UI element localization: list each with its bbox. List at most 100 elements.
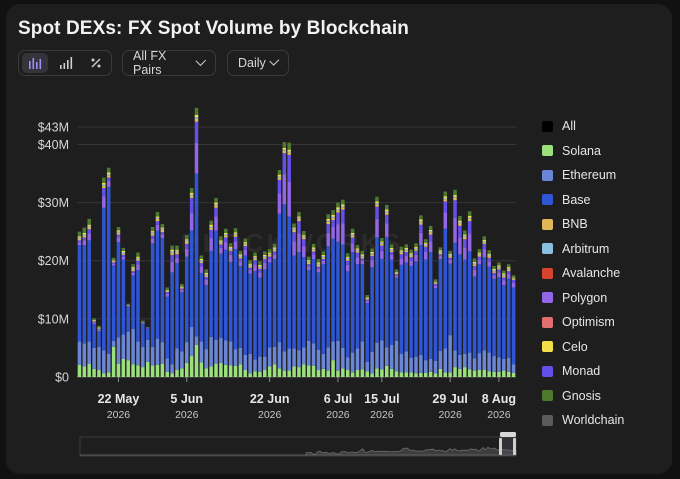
- navigator-handle-top[interactable]: [500, 432, 516, 437]
- stacked-bar-view-button[interactable]: [22, 53, 48, 73]
- bar-day[interactable]: [121, 247, 126, 377]
- bar-day[interactable]: [424, 239, 428, 377]
- legend-item-ethereum[interactable]: Ethereum: [542, 163, 624, 188]
- bar-day[interactable]: [511, 275, 516, 377]
- bar-day[interactable]: [111, 257, 116, 377]
- bar-day[interactable]: [126, 303, 130, 377]
- bar-day[interactable]: [463, 230, 467, 377]
- bar-day[interactable]: [116, 227, 121, 377]
- bar-day[interactable]: [106, 167, 111, 377]
- bar-day[interactable]: [414, 243, 418, 377]
- range-navigator[interactable]: [79, 432, 517, 457]
- legend-item-solana[interactable]: Solana: [542, 139, 624, 164]
- bar-day[interactable]: [341, 199, 345, 377]
- bar-day[interactable]: [238, 250, 243, 377]
- fx-pairs-dropdown[interactable]: All FX Pairs: [122, 49, 216, 77]
- bar-day[interactable]: [267, 249, 272, 377]
- bar-day[interactable]: [199, 255, 204, 377]
- bar-day[interactable]: [502, 270, 506, 377]
- legend-item-bnb[interactable]: BNB: [542, 212, 624, 237]
- bar-day[interactable]: [165, 287, 169, 377]
- navigator-handle-left[interactable]: [499, 438, 502, 455]
- bar-day[interactable]: [448, 250, 452, 377]
- bar-day[interactable]: [331, 210, 335, 377]
- bar-day[interactable]: [102, 177, 106, 377]
- bar-day[interactable]: [170, 245, 174, 377]
- legend-item-polygon[interactable]: Polygon: [542, 286, 624, 311]
- bar-day[interactable]: [404, 244, 409, 377]
- bar-day[interactable]: [224, 228, 228, 377]
- bar-day[interactable]: [453, 189, 457, 377]
- legend-item-optimism[interactable]: Optimism: [542, 310, 624, 335]
- bar-day[interactable]: [458, 215, 462, 377]
- bar-day[interactable]: [467, 211, 472, 377]
- bar-day[interactable]: [87, 218, 91, 377]
- bar-day[interactable]: [433, 279, 438, 377]
- bar-day[interactable]: [443, 191, 448, 377]
- bar-day[interactable]: [145, 327, 150, 377]
- bar-day[interactable]: [311, 243, 316, 377]
- bar-day[interactable]: [365, 295, 369, 377]
- bar-day[interactable]: [228, 243, 233, 377]
- bar-day[interactable]: [497, 262, 501, 377]
- bar-day[interactable]: [131, 264, 135, 377]
- bar-day[interactable]: [150, 227, 155, 377]
- bar-day[interactable]: [492, 265, 496, 377]
- bar-day[interactable]: [419, 215, 423, 377]
- bar-day[interactable]: [258, 261, 262, 377]
- bar-day[interactable]: [92, 318, 96, 377]
- bar-day[interactable]: [287, 142, 291, 377]
- bar-day[interactable]: [175, 245, 179, 377]
- bar-day[interactable]: [321, 251, 326, 377]
- bar-day[interactable]: [209, 220, 213, 377]
- interval-dropdown[interactable]: Daily: [227, 50, 289, 76]
- bar-day[interactable]: [409, 249, 413, 377]
- legend-item-monad[interactable]: Monad: [542, 359, 624, 384]
- bar-day[interactable]: [428, 225, 433, 377]
- bar-day[interactable]: [204, 269, 209, 377]
- bar-day[interactable]: [302, 231, 306, 377]
- bar-day[interactable]: [141, 320, 145, 377]
- legend-item-arbitrum[interactable]: Arbitrum: [542, 237, 624, 262]
- bar-day[interactable]: [184, 235, 189, 377]
- bar-day[interactable]: [355, 245, 360, 377]
- bar-day[interactable]: [253, 252, 257, 377]
- bar-day[interactable]: [487, 250, 491, 377]
- bar-day[interactable]: [292, 223, 296, 377]
- bar-day[interactable]: [306, 256, 311, 377]
- bar-day[interactable]: [384, 204, 389, 377]
- bar-day[interactable]: [282, 142, 287, 377]
- bar-day[interactable]: [506, 264, 511, 377]
- bar-day[interactable]: [194, 107, 199, 377]
- legend-item-base[interactable]: Base: [542, 188, 624, 213]
- bar-day[interactable]: [370, 248, 374, 377]
- bar-day[interactable]: [180, 283, 184, 377]
- bar-day[interactable]: [160, 224, 165, 377]
- bar-view-button[interactable]: [53, 53, 79, 73]
- bar-day[interactable]: [380, 238, 384, 377]
- legend-item-worldchain[interactable]: Worldchain: [542, 408, 624, 433]
- bar-day[interactable]: [326, 214, 330, 377]
- bar-day[interactable]: [272, 243, 277, 377]
- bar-day[interactable]: [336, 202, 340, 377]
- bar-day[interactable]: [389, 244, 394, 377]
- bar-day[interactable]: [399, 246, 404, 377]
- legend-item-gnosis[interactable]: Gnosis: [542, 384, 624, 409]
- bar-day[interactable]: [136, 252, 140, 377]
- bar-day[interactable]: [219, 236, 223, 377]
- legend-item-celo[interactable]: Celo: [542, 335, 624, 360]
- bar-day[interactable]: [360, 250, 365, 377]
- bar-day[interactable]: [375, 196, 379, 377]
- bar-day[interactable]: [297, 211, 301, 377]
- bar-day[interactable]: [248, 260, 252, 377]
- percent-view-button[interactable]: [83, 53, 109, 73]
- bar-day[interactable]: [97, 325, 101, 377]
- legend-item-all[interactable]: All: [542, 114, 624, 139]
- bar-day[interactable]: [263, 251, 267, 377]
- bar-day[interactable]: [214, 197, 218, 377]
- bar-day[interactable]: [345, 253, 350, 377]
- bar-day[interactable]: [394, 269, 399, 377]
- bar-day[interactable]: [472, 258, 477, 377]
- navigator-selection[interactable]: [499, 437, 516, 456]
- bar-day[interactable]: [77, 231, 82, 377]
